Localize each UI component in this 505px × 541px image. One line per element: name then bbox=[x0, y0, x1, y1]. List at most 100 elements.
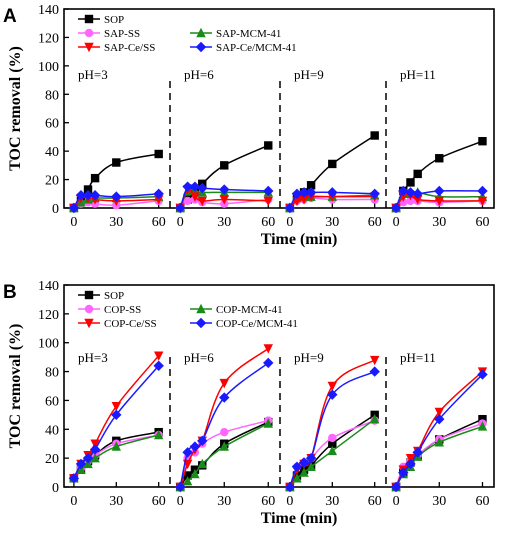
x-tick-label: 30 bbox=[217, 494, 231, 509]
legend-label: SOP bbox=[104, 14, 124, 26]
data-point bbox=[305, 452, 317, 464]
x-tick-label: 0 bbox=[177, 215, 184, 230]
data-point bbox=[328, 159, 337, 169]
data-point bbox=[68, 202, 80, 214]
data-point bbox=[328, 433, 337, 443]
legend-marker bbox=[84, 318, 94, 329]
x-tick-label: 60 bbox=[152, 215, 166, 230]
data-point bbox=[154, 149, 163, 159]
data-point bbox=[175, 202, 186, 214]
y-tick-label: 60 bbox=[45, 394, 59, 409]
data-point bbox=[263, 418, 273, 428]
legend-label: COP-MCM-41 bbox=[216, 304, 283, 316]
data-point bbox=[263, 344, 273, 354]
chart-panel-A: A 0 20 40 60 80 100 120 140 TOC removal (%) 0 30 60 p… bbox=[3, 3, 495, 248]
legend-marker bbox=[84, 28, 94, 38]
x-tick-label: 0 bbox=[177, 494, 184, 509]
ph-label: pH=3 bbox=[78, 67, 108, 82]
y-tick-label: 140 bbox=[38, 3, 59, 18]
legend-label: SAP-SS bbox=[104, 28, 140, 40]
data-point bbox=[412, 195, 423, 205]
legend-label: COP-SS bbox=[104, 304, 141, 316]
data-point bbox=[220, 427, 229, 437]
data-point bbox=[197, 196, 207, 207]
legend-marker bbox=[195, 317, 207, 329]
data-point bbox=[405, 187, 416, 198]
x-axis-title: Time (min) bbox=[261, 231, 338, 248]
data-point bbox=[264, 141, 273, 150]
data-point bbox=[292, 473, 302, 483]
data-point bbox=[263, 357, 274, 369]
data-point bbox=[153, 351, 164, 361]
y-tick-label: 0 bbox=[52, 481, 59, 496]
x-tick-label: 30 bbox=[325, 215, 339, 230]
data-point bbox=[182, 181, 193, 192]
x-tick-label: 0 bbox=[286, 215, 293, 230]
ph-label: pH=11 bbox=[400, 350, 436, 365]
y-tick-label: 140 bbox=[38, 279, 59, 294]
data-point bbox=[112, 158, 121, 167]
panel-label: A bbox=[3, 6, 17, 27]
legend-label: SAP-Ce/MCM-41 bbox=[216, 42, 297, 54]
data-point bbox=[182, 476, 193, 486]
x-tick-label: 60 bbox=[261, 494, 275, 509]
x-tick-label: 30 bbox=[217, 215, 231, 230]
x-tick-label: 60 bbox=[152, 494, 166, 509]
data-point bbox=[75, 458, 87, 470]
data-point bbox=[182, 447, 193, 458]
ph-label: pH=9 bbox=[294, 67, 324, 82]
y-axis-title: TOC removal (%) bbox=[7, 46, 24, 171]
data-point bbox=[477, 185, 488, 197]
data-point bbox=[183, 471, 192, 480]
y-tick-label: 0 bbox=[52, 202, 59, 217]
data-point bbox=[434, 407, 444, 418]
data-point bbox=[434, 437, 444, 447]
data-point bbox=[477, 369, 488, 380]
data-point bbox=[398, 467, 409, 478]
data-point bbox=[327, 381, 337, 392]
legend-marker bbox=[84, 14, 94, 24]
data-point bbox=[197, 182, 208, 194]
data-point bbox=[306, 461, 316, 471]
legend-marker bbox=[84, 42, 94, 53]
ph-label: pH=6 bbox=[184, 350, 214, 365]
y-tick-label: 120 bbox=[38, 308, 59, 323]
x-tick-label: 0 bbox=[70, 494, 77, 509]
data-point bbox=[111, 441, 121, 451]
panel-label: B bbox=[3, 282, 17, 303]
data-point bbox=[298, 457, 310, 468]
data-point bbox=[369, 188, 380, 199]
data-point bbox=[405, 453, 416, 464]
x-tick-label: 0 bbox=[393, 494, 400, 509]
ph-label: pH=9 bbox=[294, 350, 324, 365]
data-point bbox=[90, 439, 100, 449]
data-point bbox=[190, 468, 200, 479]
y-tick-label: 100 bbox=[38, 337, 59, 352]
data-point bbox=[434, 413, 445, 425]
data-point bbox=[263, 196, 273, 207]
data-point bbox=[189, 181, 201, 192]
data-point bbox=[75, 190, 87, 201]
data-point bbox=[111, 402, 121, 412]
data-point bbox=[413, 169, 422, 179]
data-point bbox=[111, 191, 122, 202]
y-tick-label: 120 bbox=[38, 31, 59, 46]
data-point bbox=[434, 196, 444, 207]
data-point bbox=[219, 184, 230, 195]
data-point bbox=[369, 366, 380, 377]
x-tick-label: 30 bbox=[109, 494, 123, 509]
data-point bbox=[328, 439, 337, 448]
data-point bbox=[478, 414, 487, 424]
data-point bbox=[219, 378, 229, 389]
x-tick-label: 0 bbox=[393, 215, 400, 230]
x-tick-label: 60 bbox=[475, 215, 489, 230]
x-tick-label: 30 bbox=[325, 494, 339, 509]
ph-label: pH=11 bbox=[400, 67, 436, 82]
y-tick-label: 60 bbox=[45, 117, 59, 132]
data-point bbox=[478, 136, 487, 146]
plot-frame bbox=[63, 8, 495, 209]
legend-marker bbox=[84, 290, 94, 300]
data-point bbox=[90, 452, 100, 463]
data-point bbox=[220, 161, 229, 170]
